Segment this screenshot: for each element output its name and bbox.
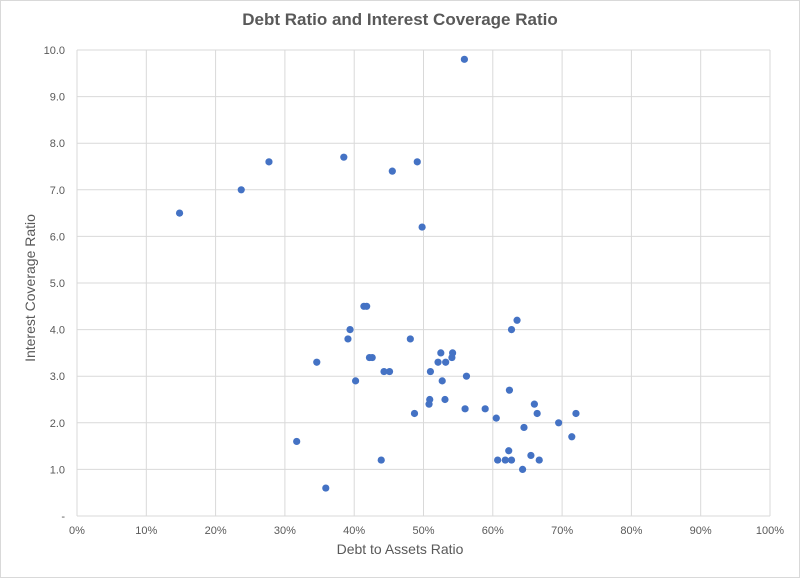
x-tick-label: 80% bbox=[620, 525, 642, 537]
data-point bbox=[426, 367, 435, 376]
y-tick-label: 8.0 bbox=[50, 138, 65, 150]
data-point bbox=[535, 456, 543, 464]
y-tick-label: 6.0 bbox=[50, 231, 65, 243]
x-tick-label: 60% bbox=[482, 525, 504, 537]
data-point bbox=[438, 377, 446, 385]
y-tick-label: 1.0 bbox=[50, 464, 65, 476]
data-point bbox=[481, 405, 489, 413]
y-tick-label: 7.0 bbox=[50, 185, 65, 197]
data-point bbox=[533, 409, 541, 418]
data-point bbox=[237, 186, 245, 194]
data-point bbox=[507, 456, 516, 464]
y-tick-label: 10.0 bbox=[44, 45, 65, 57]
x-tick-label: 90% bbox=[690, 525, 712, 537]
data-point bbox=[513, 316, 521, 324]
data-point bbox=[313, 358, 321, 366]
data-point bbox=[461, 405, 469, 413]
x-tick-label: 100% bbox=[756, 525, 784, 537]
data-point bbox=[344, 335, 352, 343]
data-point bbox=[351, 377, 360, 385]
data-point bbox=[518, 465, 527, 473]
data-point bbox=[293, 437, 301, 446]
data-point bbox=[175, 209, 184, 217]
data-point bbox=[410, 409, 419, 418]
y-tick-label: 9.0 bbox=[50, 92, 65, 104]
data-point bbox=[385, 367, 394, 376]
data-point bbox=[363, 302, 371, 310]
data-point bbox=[555, 419, 563, 427]
data-point bbox=[501, 456, 509, 464]
data-point bbox=[520, 423, 528, 432]
chart-title: Debt Ratio and Interest Coverage Ratio bbox=[242, 10, 558, 29]
data-point bbox=[406, 335, 414, 343]
data-point bbox=[492, 414, 500, 422]
data-point bbox=[530, 400, 538, 408]
y-tick-label: 2.0 bbox=[50, 418, 65, 430]
data-point bbox=[441, 395, 449, 404]
y-tick-label: - bbox=[61, 511, 65, 523]
data-point bbox=[568, 433, 576, 441]
data-point bbox=[346, 326, 354, 334]
data-point bbox=[527, 451, 535, 460]
y-tick-label: 5.0 bbox=[50, 278, 65, 290]
data-point bbox=[462, 372, 471, 380]
data-point bbox=[449, 349, 457, 357]
y-tick-labels: - 1.0 2.0 3.0 4.0 5.0 6.0 7.0 8.0 9.0 10.0 bbox=[44, 45, 66, 523]
data-point bbox=[442, 358, 450, 366]
x-tick-label: 10% bbox=[135, 525, 157, 537]
x-tick-label: 20% bbox=[205, 525, 227, 537]
gridlines bbox=[76, 49, 771, 517]
data-point bbox=[572, 409, 580, 418]
data-point bbox=[377, 456, 385, 464]
x-tick-label: 40% bbox=[343, 525, 365, 537]
y-axis-label: Interest Coverage Ratio bbox=[22, 214, 38, 362]
data-point bbox=[322, 484, 330, 492]
data-point bbox=[413, 158, 421, 166]
data-point bbox=[437, 349, 445, 357]
x-tick-labels: 0% 10% 20% 30% 40% 50% 60% 70% 80% 90% 100% bbox=[69, 525, 784, 537]
data-point bbox=[460, 55, 468, 63]
y-tick-label: 4.0 bbox=[50, 325, 65, 337]
data-point bbox=[434, 358, 442, 366]
data-point bbox=[340, 153, 348, 161]
data-points bbox=[175, 55, 580, 492]
data-point bbox=[265, 158, 273, 166]
data-point bbox=[505, 447, 513, 455]
x-tick-label: 30% bbox=[274, 525, 296, 537]
data-point bbox=[380, 367, 388, 376]
data-point bbox=[418, 223, 426, 231]
data-point bbox=[368, 353, 376, 362]
x-tick-label: 50% bbox=[412, 525, 434, 537]
data-point bbox=[505, 386, 514, 394]
data-point bbox=[388, 167, 396, 175]
x-axis-label: Debt to Assets Ratio bbox=[336, 541, 464, 557]
y-tick-label: 3.0 bbox=[50, 371, 65, 383]
data-point bbox=[494, 456, 502, 464]
x-tick-label: 70% bbox=[551, 525, 573, 537]
data-point bbox=[426, 395, 434, 404]
data-point bbox=[507, 326, 516, 334]
x-tick-label: 0% bbox=[69, 525, 85, 537]
